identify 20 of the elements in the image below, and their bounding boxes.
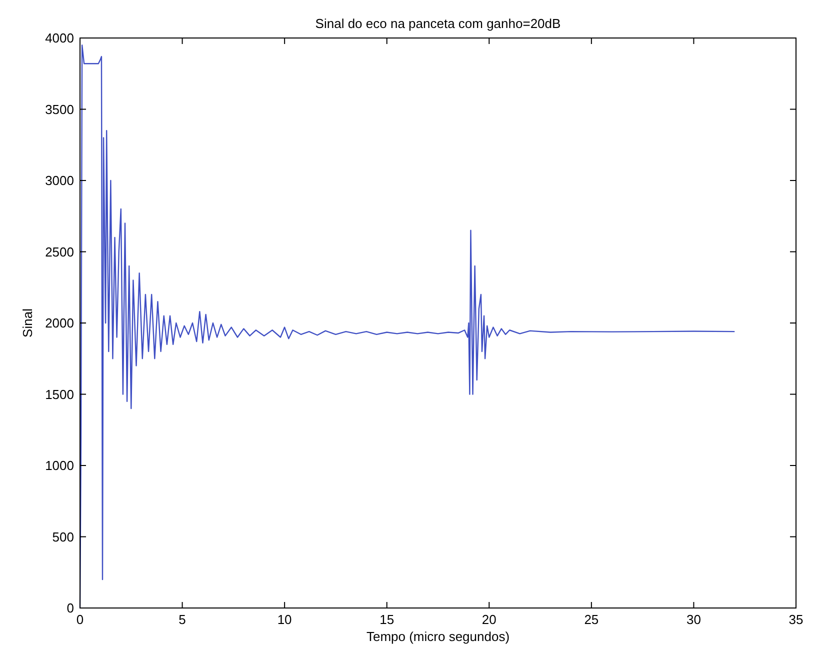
y-tick-label: 0	[66, 600, 74, 616]
x-tick-label: 15	[380, 612, 394, 627]
y-tick-label: 2000	[45, 316, 74, 330]
y-tick-label: 3000	[45, 173, 74, 188]
x-tick-label: 35	[788, 612, 804, 627]
x-tick-label: 30	[686, 612, 701, 627]
chart-title: Sinal do eco na panceta com ganho=20dB	[315, 16, 561, 31]
y-tick-label: 4000	[45, 30, 74, 46]
y-tick-label: 1500	[45, 386, 74, 402]
y-axis-title: Sinal	[20, 308, 35, 338]
x-tick-label: 5	[178, 612, 186, 627]
y-tick-label: 500	[52, 529, 74, 544]
x-tick-label: 10	[277, 612, 292, 627]
x-axis-title: Tempo (micro segundos)	[366, 629, 510, 644]
x-tick-label: 25	[584, 612, 599, 627]
x-tick-label: 0	[76, 612, 84, 627]
x-tick-label: 20	[482, 612, 496, 627]
y-tick-label: 1000	[45, 458, 74, 473]
y-tick-label: 3500	[45, 102, 74, 117]
y-tick-label: 2500	[45, 244, 74, 260]
